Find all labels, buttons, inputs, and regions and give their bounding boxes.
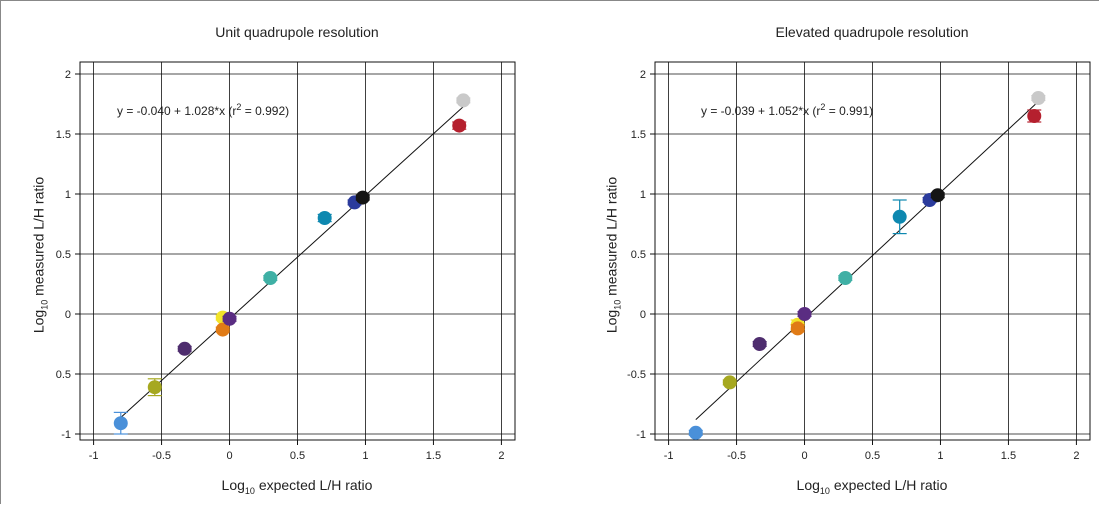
point-marker xyxy=(752,337,767,351)
point-marker xyxy=(177,341,192,356)
chart-unit-resolution: Unit quadrupole resolution y = -0.040 + … xyxy=(31,24,516,496)
x-tick-label: -1 xyxy=(664,450,674,462)
y-tick-label: -1 xyxy=(636,429,646,441)
point-marker xyxy=(722,375,737,390)
data-point xyxy=(1027,109,1042,123)
x-tick-label: 1.5 xyxy=(1001,450,1016,462)
data-point xyxy=(930,188,945,203)
point-marker xyxy=(838,271,853,285)
y-tick-label: -0.5 xyxy=(627,369,646,381)
y-tick-label: 0 xyxy=(65,309,71,321)
data-point xyxy=(355,190,370,205)
point-marker xyxy=(1027,109,1042,123)
point-marker xyxy=(215,322,230,337)
y-tick-label: 1.5 xyxy=(56,129,71,141)
x-tick-label: 1 xyxy=(362,450,368,462)
data-point xyxy=(688,425,703,440)
y-tick-label: 0.5 xyxy=(56,249,71,261)
y-tick-label: 2 xyxy=(65,69,71,81)
chart-title: Elevated quadrupole resolution xyxy=(775,24,969,40)
data-point xyxy=(215,322,230,337)
point-marker xyxy=(263,271,278,285)
point-marker xyxy=(355,190,370,205)
x-tick-label: 2 xyxy=(1073,450,1079,462)
point-marker xyxy=(930,188,945,203)
data-point xyxy=(113,411,128,435)
data-point xyxy=(752,337,767,351)
x-axis-label: Log10 expected L/H ratio xyxy=(796,477,948,496)
data-point xyxy=(838,271,853,285)
x-tick-label: -0.5 xyxy=(152,450,171,462)
plot-area: -1 -0.5 0 0.5 1 1.5 2 -1 -0.5 0 0.5 1 1.5 2 xyxy=(627,61,1091,462)
y-tick-label: 2 xyxy=(640,69,646,81)
x-axis-label: Log10 expected L/H ratio xyxy=(221,477,373,496)
regression-line xyxy=(120,106,464,418)
point-marker xyxy=(317,211,332,225)
data-point xyxy=(452,118,467,133)
fit-equation: y = -0.040 + 1.028*x (r2 = 0.992) xyxy=(117,102,290,118)
data-point xyxy=(263,271,278,285)
point-marker xyxy=(452,118,467,133)
x-tick-label: -0.5 xyxy=(727,450,746,462)
x-tick-label: 0 xyxy=(226,450,232,462)
x-tick-label: 1.5 xyxy=(426,450,441,462)
plot-area: -1 -0.5 0 0.5 1 1.5 2 -1 0.5 0 0.5 1 1.5 2 xyxy=(56,61,516,462)
data-point xyxy=(797,307,812,321)
point-marker xyxy=(113,416,128,431)
fit-equation: y = -0.039 + 1.052*x (r2 = 0.991) xyxy=(701,102,874,118)
x-tick-label: 0 xyxy=(801,450,807,462)
data-point xyxy=(177,341,192,356)
y-tick-label: 1.5 xyxy=(631,129,646,141)
x-tick-label: -1 xyxy=(89,450,99,462)
data-point xyxy=(222,311,237,326)
y-tick-label: -1 xyxy=(61,429,71,441)
data-point xyxy=(892,199,907,235)
x-tick-label: 1 xyxy=(937,450,943,462)
point-marker xyxy=(456,93,471,108)
data-point xyxy=(722,375,737,390)
chart-title: Unit quadrupole resolution xyxy=(215,24,379,40)
point-marker xyxy=(688,425,703,440)
chart-elevated-resolution: Elevated quadrupole resolution y = -0.03… xyxy=(550,0,1100,505)
y-tick-label: 0.5 xyxy=(631,249,646,261)
point-marker xyxy=(790,321,805,336)
regression-line xyxy=(695,101,1039,421)
y-tick-label: 0.5 xyxy=(56,369,71,381)
data-point xyxy=(456,93,471,108)
x-tick-label: 0.5 xyxy=(290,450,305,462)
x-tick-label: 0.5 xyxy=(865,450,880,462)
data-point xyxy=(317,211,332,225)
point-marker xyxy=(1031,91,1046,105)
data-point xyxy=(1031,91,1046,105)
point-marker xyxy=(892,209,907,224)
data-point xyxy=(790,321,805,336)
point-marker xyxy=(147,380,162,395)
data-point xyxy=(147,378,162,397)
y-tick-label: 1 xyxy=(640,189,646,201)
y-tick-label: 0 xyxy=(640,309,646,321)
y-tick-label: 1 xyxy=(65,189,71,201)
point-marker xyxy=(222,311,237,326)
point-marker xyxy=(797,307,812,321)
x-tick-label: 2 xyxy=(498,450,504,462)
